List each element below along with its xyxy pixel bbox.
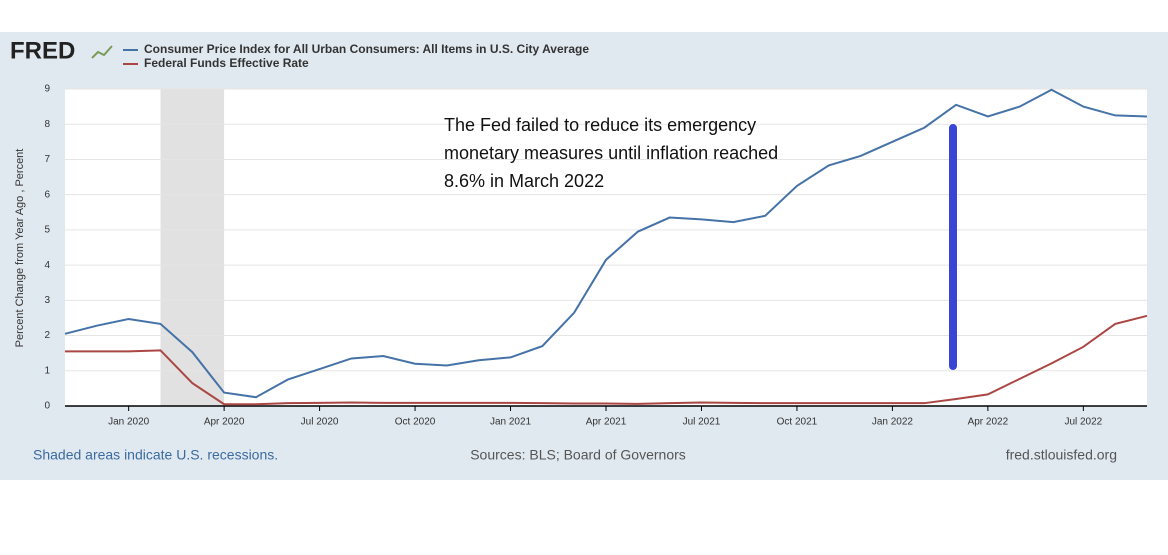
x-tick-label: Jan 2021 (490, 417, 532, 428)
footer-note: Shaded areas indicate U.S. recessions. (33, 447, 278, 463)
y-tick-label: 7 (44, 154, 50, 165)
x-tick-label: Jul 2021 (683, 417, 721, 428)
logo-icon (91, 45, 113, 59)
annotation: The Fed failed to reduce its emergency (444, 115, 756, 135)
plot-area (65, 89, 1147, 406)
x-tick-label: Jul 2022 (1064, 417, 1102, 428)
y-tick-label: 1 (44, 365, 50, 376)
y-tick-label: 5 (44, 225, 50, 236)
y-tick-label: 8 (44, 119, 50, 130)
logo: FRED (10, 37, 75, 64)
annotation: monetary measures until inflation reache… (444, 143, 778, 163)
x-tick-label: Oct 2020 (395, 417, 436, 428)
y-tick-label: 0 (44, 401, 50, 412)
x-tick-label: Apr 2020 (204, 417, 245, 428)
legend-label: Federal Funds Effective Rate (144, 56, 309, 70)
x-tick-label: Jan 2022 (872, 417, 914, 428)
footer-url: fred.stlouisfed.org (1006, 447, 1117, 463)
x-tick-label: Oct 2021 (777, 417, 818, 428)
y-tick-label: 6 (44, 189, 50, 200)
x-tick-label: Apr 2022 (968, 417, 1009, 428)
annotation: 8.6% in March 2022 (444, 171, 604, 191)
legend-label: Consumer Price Index for All Urban Consu… (144, 42, 589, 56)
x-tick-label: Jul 2020 (301, 417, 339, 428)
x-tick-label: Jan 2020 (108, 417, 150, 428)
x-tick-label: Apr 2021 (586, 417, 627, 428)
series-line (64, 88, 1148, 399)
y-tick-label: 4 (44, 260, 50, 271)
y-axis-label: Percent Change from Year Ago , Percent (14, 149, 26, 348)
series-line (65, 314, 1148, 406)
footer-source: Sources: BLS; Board of Governors (470, 447, 686, 463)
recession-shade (160, 89, 225, 406)
y-tick-label: 3 (44, 295, 50, 306)
y-tick-label: 2 (44, 330, 50, 341)
y-tick-label: 9 (44, 84, 50, 95)
